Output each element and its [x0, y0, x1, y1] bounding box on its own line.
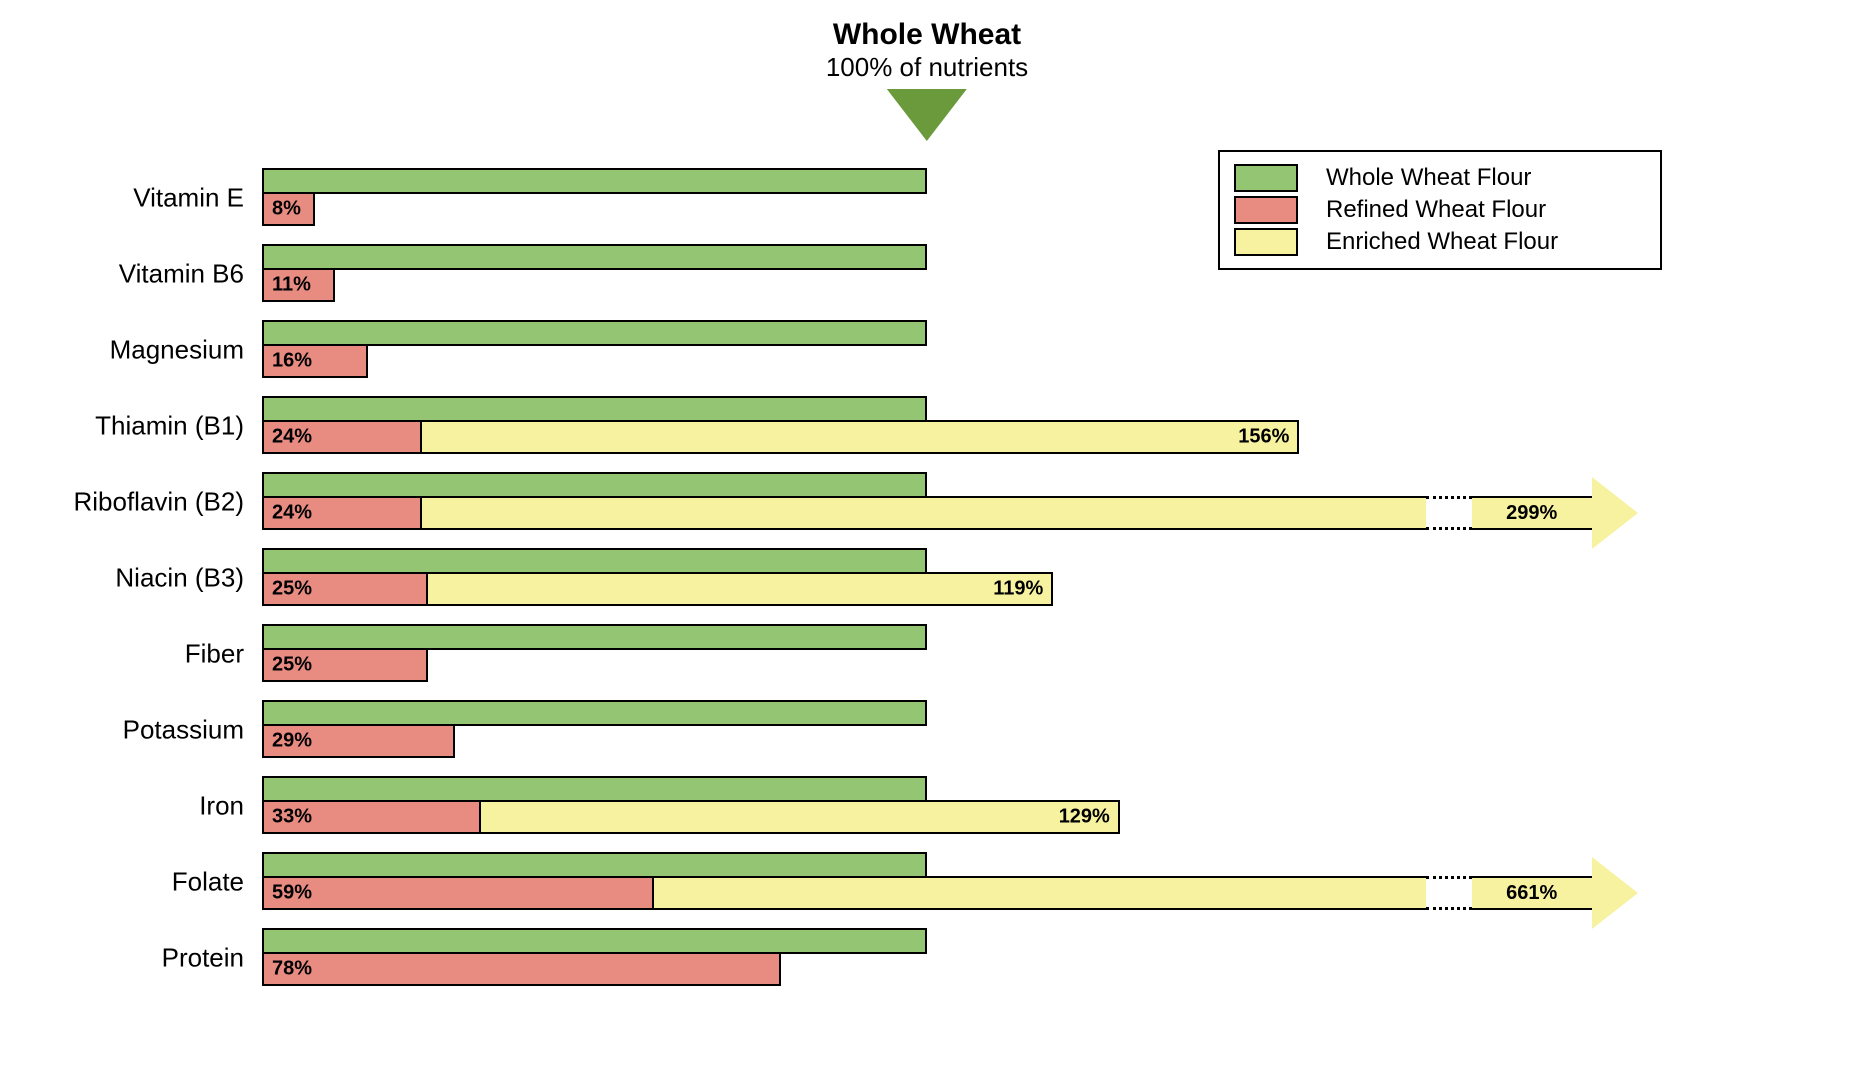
legend-label: Refined Wheat Flour: [1326, 196, 1546, 224]
row-label: Magnesium: [44, 335, 244, 366]
bar-enriched: [426, 572, 1053, 606]
legend-swatch: [1234, 228, 1298, 256]
bar-whole: [262, 624, 927, 650]
value-enriched: 129%: [1059, 806, 1110, 829]
legend-label: Whole Wheat Flour: [1326, 164, 1531, 192]
value-refined: 25%: [272, 654, 312, 677]
legend-item: Enriched Wheat Flour: [1234, 228, 1646, 256]
row-label: Thiamin (B1): [44, 411, 244, 442]
row-label: Protein: [44, 943, 244, 974]
value-refined: 11%: [272, 274, 311, 297]
value-refined: 24%: [272, 502, 312, 525]
bar-whole: [262, 472, 927, 498]
bar-whole: [262, 548, 927, 574]
value-refined: 29%: [272, 730, 312, 753]
bar-whole: [262, 168, 927, 194]
arrowhead-icon: [1592, 477, 1638, 549]
bar-refined: [262, 876, 654, 910]
row-label: Fiber: [44, 639, 244, 670]
legend-item: Refined Wheat Flour: [1234, 196, 1646, 224]
bar-enriched-seg1: [420, 496, 1426, 530]
bar-whole: [262, 244, 927, 270]
nutrient-chart: Whole Wheat100% of nutrients Whole Wheat …: [0, 0, 1866, 1068]
bar-whole: [262, 852, 927, 878]
marker-triangle: [887, 89, 967, 141]
axis-break: [1426, 496, 1472, 530]
legend-label: Enriched Wheat Flour: [1326, 228, 1558, 256]
value-refined: 33%: [272, 806, 312, 829]
value-enriched: 299%: [1472, 496, 1592, 530]
header-title: Whole Wheat: [826, 18, 1028, 52]
legend-item: Whole Wheat Flour: [1234, 164, 1646, 192]
bar-whole: [262, 396, 927, 422]
row-label: Folate: [44, 867, 244, 898]
header-subtitle: 100% of nutrients: [826, 52, 1028, 83]
bar-whole: [262, 776, 927, 802]
value-refined: 78%: [272, 958, 312, 981]
legend-swatch: [1234, 164, 1298, 192]
bar-enriched: [420, 420, 1300, 454]
legend-swatch: [1234, 196, 1298, 224]
arrowhead-icon: [1592, 857, 1638, 929]
bar-whole: [262, 928, 927, 954]
value-refined: 24%: [272, 426, 312, 449]
value-refined: 8%: [272, 198, 301, 221]
value-refined: 25%: [272, 578, 312, 601]
value-enriched: 119%: [993, 578, 1043, 601]
value-enriched: 661%: [1472, 876, 1592, 910]
header: Whole Wheat100% of nutrients: [826, 18, 1028, 141]
bar-enriched-seg1: [652, 876, 1425, 910]
bar-whole: [262, 320, 927, 346]
row-label: Niacin (B3): [44, 563, 244, 594]
row-label: Iron: [44, 791, 244, 822]
legend: Whole Wheat Flour Refined Wheat Flour Enri…: [1218, 150, 1662, 270]
value-refined: 59%: [272, 882, 312, 905]
row-label: Riboflavin (B2): [44, 487, 244, 518]
axis-break: [1426, 876, 1472, 910]
value-refined: 16%: [272, 350, 312, 373]
row-label: Vitamin E: [44, 183, 244, 214]
bar-whole: [262, 700, 927, 726]
row-label: Vitamin B6: [44, 259, 244, 290]
bar-enriched: [479, 800, 1119, 834]
row-label: Potassium: [44, 715, 244, 746]
bar-refined: [262, 952, 781, 986]
value-enriched: 156%: [1238, 426, 1289, 449]
